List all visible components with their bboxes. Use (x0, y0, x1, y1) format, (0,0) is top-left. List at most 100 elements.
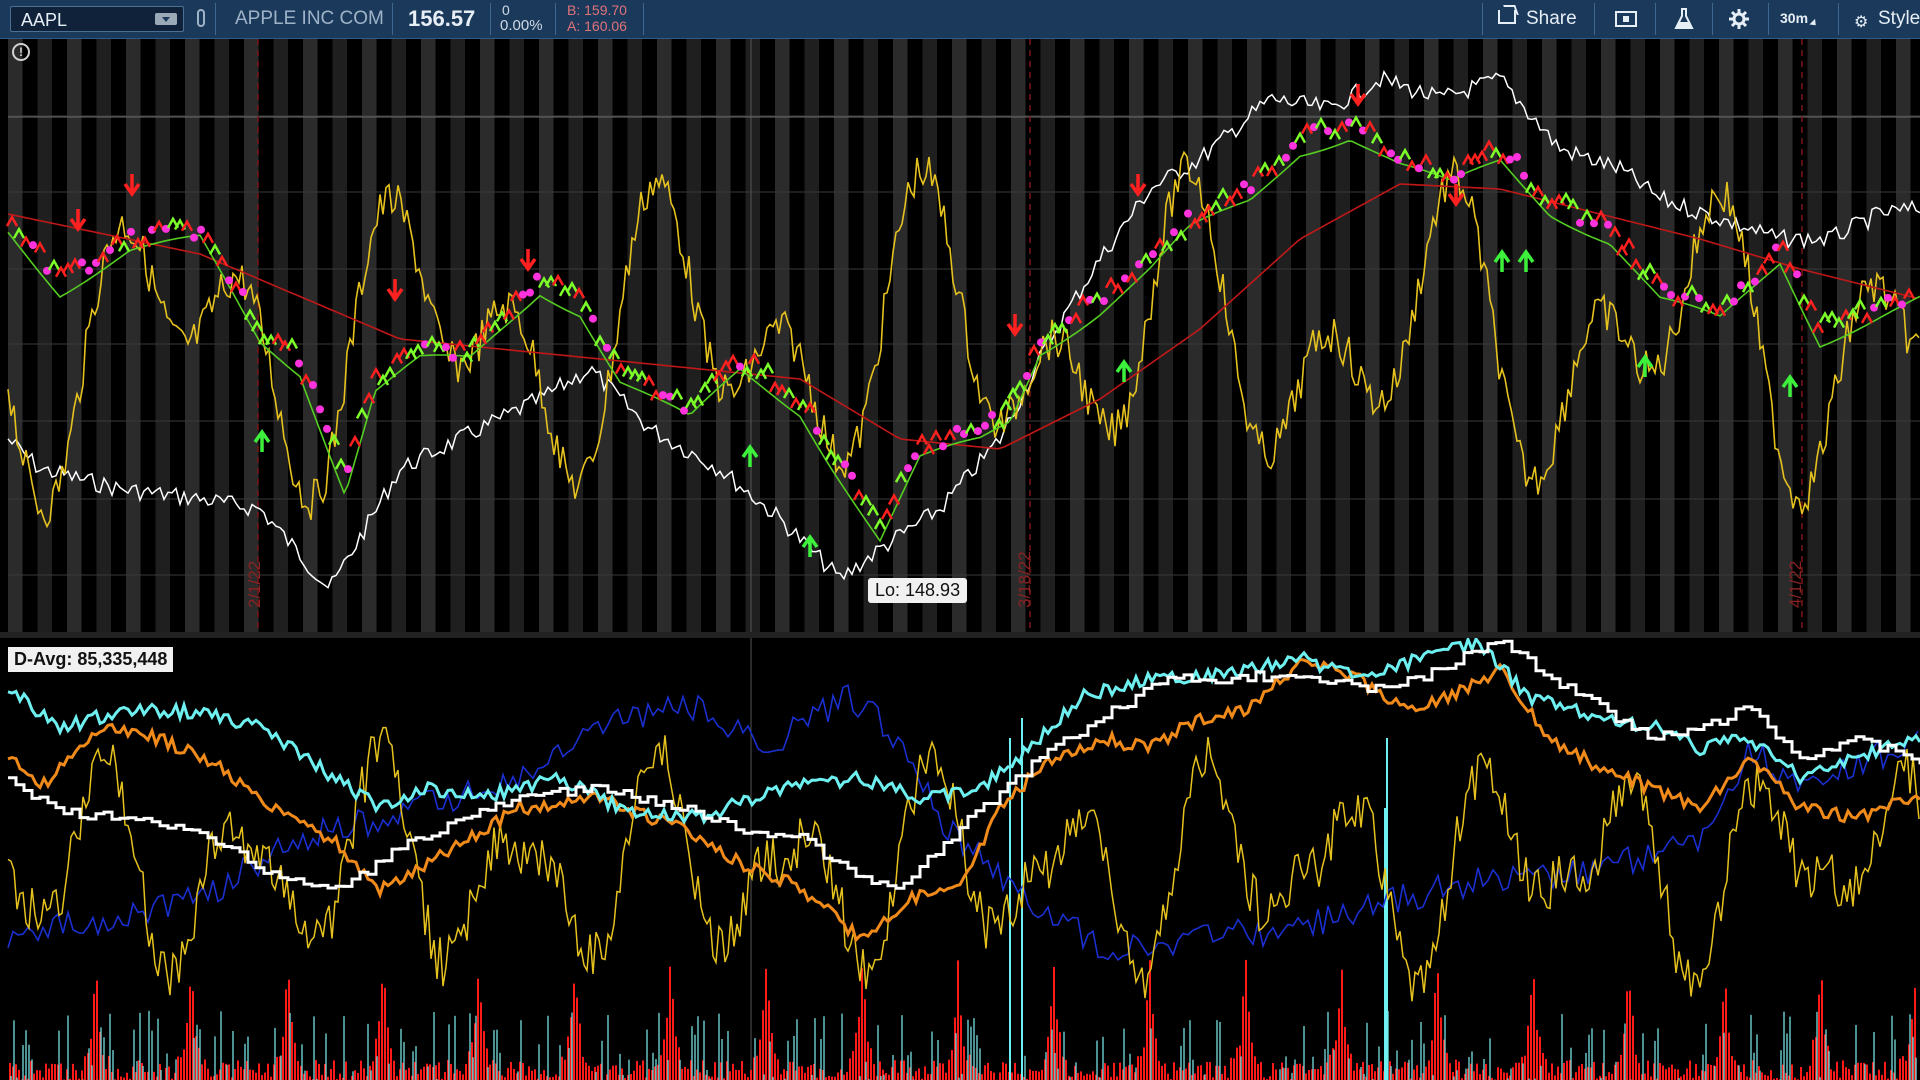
signal-dot (1310, 123, 1318, 132)
signal-chevron (1209, 199, 1223, 212)
signal-chevron (1874, 295, 1888, 308)
signal-chevron (782, 386, 796, 399)
signal-chevron (1398, 147, 1412, 160)
signal-chevron (250, 319, 264, 332)
signal-dot (344, 465, 352, 474)
session-stripe (214, 39, 229, 632)
flag-icon[interactable] (1612, 6, 1640, 32)
signal-chevron (726, 353, 740, 366)
up-arrow-icon (1517, 248, 1535, 272)
net-change: 0 (502, 2, 510, 18)
signal-chevron (1776, 239, 1790, 252)
signal-chevron (1335, 120, 1349, 133)
signal-dot (1751, 277, 1759, 286)
signal-chevron (54, 265, 68, 278)
session-stripe (1011, 39, 1026, 632)
signal-chevron (1293, 131, 1307, 144)
signal-chevron (1419, 153, 1433, 166)
session-stripe (804, 39, 819, 632)
up-arrow-icon (1781, 373, 1799, 397)
signal-chevron (992, 417, 1006, 430)
session-stripe (539, 39, 554, 632)
signal-chevron (1370, 131, 1384, 144)
style-button[interactable]: ⚙ Style (1850, 4, 1920, 34)
signal-chevron (628, 367, 642, 380)
info-icon[interactable]: ! (12, 43, 30, 61)
signal-chevron (1671, 294, 1685, 307)
signal-chevron (1524, 181, 1538, 194)
signal-chevron (1622, 236, 1636, 250)
pane-splitter[interactable] (0, 632, 1920, 638)
session-stripe (244, 39, 259, 632)
session-stripe (96, 39, 111, 632)
signal-dot (841, 460, 849, 469)
symbol-text[interactable]: AAPL (21, 10, 68, 30)
signal-dot (1387, 149, 1395, 158)
signal-chevron (719, 359, 733, 372)
link-icon[interactable] (197, 9, 205, 27)
chart-toolbar: AAPL APPLE INC COM 156.57 0 0.00% B: 159… (0, 0, 1920, 39)
session-stripe (568, 39, 583, 632)
signal-dot (526, 288, 534, 297)
date-marker: 3/18/22 (1015, 551, 1034, 608)
signal-dot (1513, 153, 1521, 162)
signal-chevron (775, 383, 789, 396)
share-button[interactable]: Share (1498, 4, 1582, 34)
signal-chevron (460, 350, 474, 363)
session-stripe (155, 39, 170, 632)
signal-chevron (1027, 343, 1041, 356)
signal-chevron (1580, 208, 1594, 221)
signal-chevron (852, 488, 866, 501)
bid-price: B: 159.70 (567, 2, 627, 18)
session-stripe (1512, 39, 1527, 632)
signal-chevron (614, 361, 628, 375)
signal-chevron (607, 347, 621, 360)
dropdown-icon[interactable] (155, 13, 177, 25)
indicator-chart-canvas[interactable] (0, 638, 1920, 1080)
session-stripe (657, 39, 672, 632)
signal-chevron (943, 428, 957, 441)
signal-chevron (754, 367, 768, 380)
signal-dot (589, 314, 597, 323)
price-chart-canvas[interactable] (0, 39, 1920, 632)
signal-dot (295, 359, 303, 368)
signal-chevron (383, 365, 397, 378)
signal-chevron (824, 448, 838, 461)
symbol-selector[interactable]: AAPL (10, 6, 184, 32)
divider (1768, 3, 1769, 35)
signal-chevron (1902, 287, 1916, 300)
price-chart-pane[interactable] (0, 39, 1920, 632)
signal-dot (106, 246, 114, 255)
signal-chevron (698, 380, 712, 394)
signal-dot (1898, 300, 1906, 309)
signal-chevron (404, 347, 418, 360)
down-arrow-icon (1447, 184, 1465, 208)
session-stripe (834, 39, 849, 632)
signal-chevron (201, 231, 215, 244)
beaker-icon[interactable] (1670, 6, 1698, 32)
signal-dot (449, 353, 457, 362)
signal-chevron (1433, 166, 1447, 179)
gear-icon[interactable] (1725, 6, 1753, 32)
signal-dot (442, 343, 450, 352)
signal-dot (190, 233, 198, 242)
volume-indicator-pane[interactable] (0, 638, 1920, 1080)
session-stripe (863, 39, 878, 632)
session-stripe (1866, 39, 1881, 632)
session-stripe (893, 39, 908, 632)
timeframe-selector[interactable]: 30m (1780, 10, 1809, 26)
signal-dot (1884, 293, 1892, 302)
signal-chevron (593, 334, 607, 347)
signal-chevron (1811, 321, 1825, 334)
signal-chevron (1160, 239, 1174, 252)
signal-chevron (761, 361, 775, 374)
signal-dot (533, 272, 541, 281)
signal-chevron (1615, 243, 1629, 256)
signal-chevron (1482, 139, 1496, 152)
signal-chevron (1272, 154, 1286, 167)
signal-dot (911, 452, 919, 461)
signal-dot (225, 276, 233, 285)
signal-chevron (33, 240, 47, 254)
up-arrow-icon (801, 533, 819, 557)
signal-dot (197, 225, 205, 234)
